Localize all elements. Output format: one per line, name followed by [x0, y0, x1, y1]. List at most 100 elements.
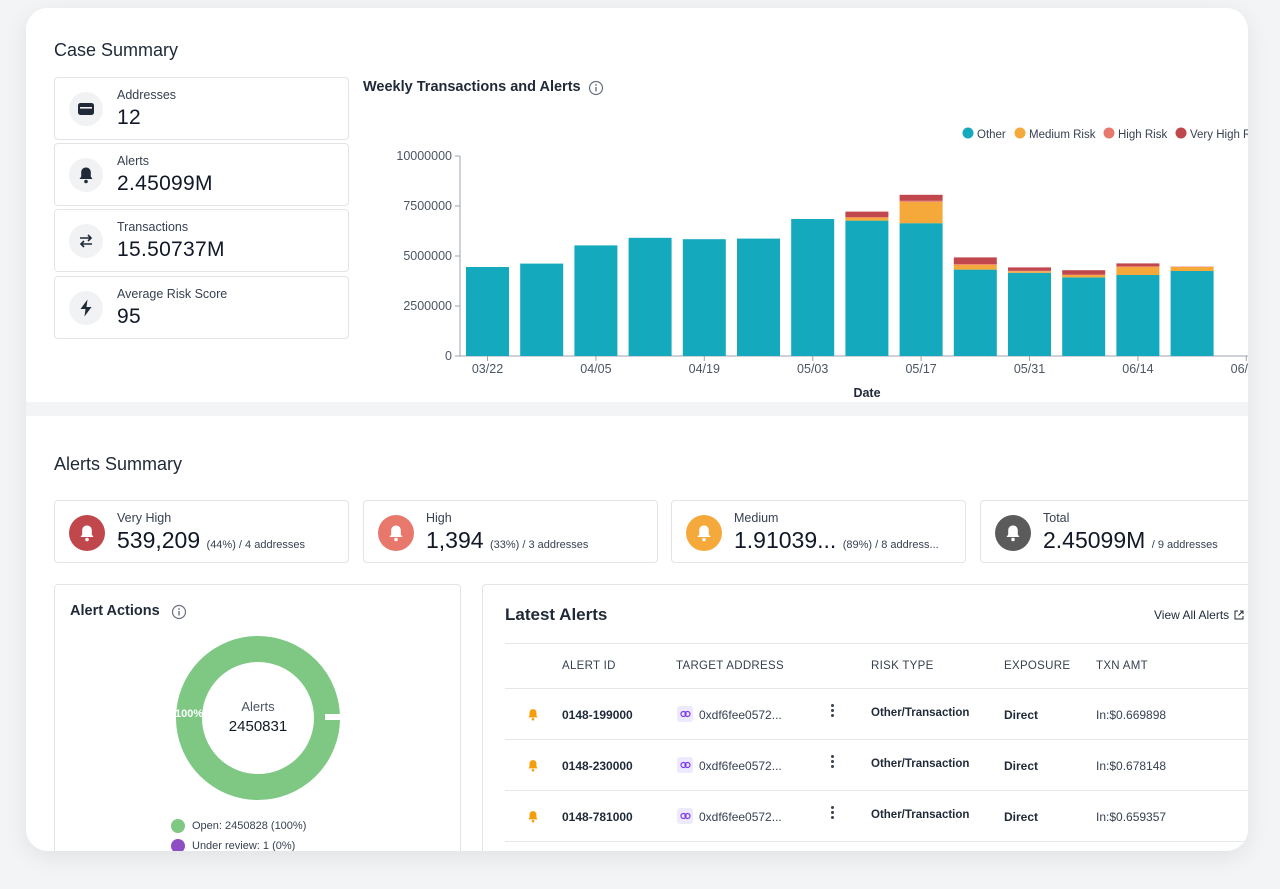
- risk-type: Other/Transaction: [871, 707, 970, 719]
- bar-other: [845, 220, 889, 356]
- alert-id[interactable]: 0148-199000: [562, 708, 633, 722]
- column-header-target-address[interactable]: TARGET ADDRESS: [676, 660, 784, 672]
- column-header-txn-amt[interactable]: TXN AMT: [1096, 660, 1148, 672]
- bar-other: [1008, 272, 1051, 356]
- table-row[interactable]: 0148-199000 0xdf6fee0572... Other/Transa…: [505, 689, 1248, 740]
- bar-medium-risk: [953, 264, 997, 270]
- legend-label: Open: 2450828 (100%): [192, 820, 307, 832]
- table-row[interactable]: 0148-781000 0xdf6fee0572... Other/Transa…: [505, 791, 1248, 842]
- link-icon: [677, 706, 693, 722]
- exposure: Direct: [1004, 759, 1039, 773]
- donut-center-label: Alerts: [241, 699, 275, 714]
- x-tick-label: 05/03: [797, 362, 828, 376]
- link-icon: [677, 808, 693, 824]
- stat-label: Addresses: [117, 88, 177, 102]
- view-all-label: View All Alerts: [1154, 608, 1230, 622]
- bar-medium-risk: [899, 201, 943, 224]
- severity-label: Total: [1043, 511, 1070, 525]
- donut-center-value: 2450831: [229, 718, 287, 735]
- severity-card-very-high: Very High 539,209 (44%) / 4 addresses: [54, 500, 349, 563]
- severity-sub: / 9 addresses: [1151, 539, 1218, 551]
- bar-other: [574, 245, 618, 356]
- stat-label: Alerts: [117, 154, 149, 168]
- y-tick-label: 7500000: [403, 199, 452, 213]
- severity-value: 1,394 (33%) / 3 addresses: [426, 527, 588, 554]
- severity-count: 1,394: [426, 527, 484, 553]
- bar-very-high-risk: [953, 257, 997, 264]
- alert-actions-panel: Alert Actions Alerts 2450831 100% Open: …: [54, 584, 461, 851]
- x-tick-label: 03/22: [472, 362, 503, 376]
- bell-icon: [528, 760, 538, 772]
- severity-value: 2.45099M / 9 addresses: [1043, 527, 1218, 554]
- more-options-icon[interactable]: [831, 806, 835, 821]
- legend-label: Medium Risk: [1029, 129, 1096, 141]
- stat-card-average-risk-score: Average Risk Score 95: [54, 276, 349, 339]
- legend-dot: [171, 839, 185, 851]
- legend-dot: [962, 127, 974, 139]
- column-header-risk-type[interactable]: RISK TYPE: [871, 660, 934, 672]
- swap-arrows-icon: [69, 224, 103, 258]
- txn-amount: In:$0.669898: [1096, 708, 1167, 722]
- severity-sub: (44%) / 4 addresses: [206, 539, 305, 551]
- stat-value: 2.45099M: [117, 172, 213, 195]
- x-tick-label: 05/17: [905, 362, 936, 376]
- severity-label: Medium: [734, 511, 779, 525]
- column-header-exposure[interactable]: EXPOSURE: [1004, 660, 1071, 672]
- severity-circle: [378, 515, 414, 551]
- bell-icon: [69, 158, 103, 192]
- bar-other: [466, 267, 509, 356]
- alerts-summary-section: Alerts Summary Very High 539,209 (44%) /…: [26, 416, 1248, 851]
- txn-amount: In:$0.659357: [1096, 810, 1167, 824]
- bar-very-high-risk: [1116, 263, 1160, 266]
- bar-other: [899, 223, 943, 356]
- severity-card-total: Total 2.45099M / 9 addresses: [980, 500, 1248, 563]
- bar-other: [953, 269, 997, 356]
- target-address[interactable]: 0xdf6fee0572...: [699, 810, 782, 824]
- bar-other: [520, 263, 564, 356]
- legend-item-under-review[interactable]: Under review: 1 (0%): [171, 839, 295, 851]
- severity-count: 539,209: [117, 527, 201, 553]
- table-row[interactable]: 0148-230000 0xdf6fee0572... Other/Transa…: [505, 740, 1248, 791]
- info-icon[interactable]: [588, 80, 604, 101]
- bar-other: [1170, 271, 1214, 356]
- exposure: Direct: [1004, 810, 1039, 824]
- alert-actions-donut: Alerts 2450831 100%: [175, 636, 347, 800]
- latest-alerts-panel: Latest Alerts View All Alerts ALERT ID T…: [482, 584, 1248, 851]
- more-options-icon[interactable]: [831, 704, 835, 719]
- external-link-icon: [1234, 610, 1244, 620]
- view-all-alerts-link[interactable]: View All Alerts: [1154, 608, 1244, 622]
- case-summary-title: Case Summary: [54, 40, 179, 60]
- bar-high-risk: [953, 264, 997, 265]
- target-address[interactable]: 0xdf6fee0572...: [699, 759, 782, 773]
- info-icon[interactable]: [171, 604, 187, 625]
- lightning-icon: [69, 291, 103, 325]
- severity-circle: [686, 515, 722, 551]
- more-options-icon[interactable]: [831, 755, 835, 770]
- bar-high-risk: [1116, 266, 1160, 267]
- bar-medium-risk: [1062, 275, 1106, 278]
- severity-card-high: High 1,394 (33%) / 3 addresses: [363, 500, 658, 563]
- bar-very-high-risk: [1062, 270, 1106, 275]
- bar-very-high-risk: [1008, 267, 1051, 271]
- bell-icon: [1006, 525, 1020, 542]
- stat-label: Average Risk Score: [117, 287, 228, 301]
- legend-label: Very High Risk: [1190, 129, 1248, 141]
- alert-id[interactable]: 0148-230000: [562, 759, 633, 773]
- bar-medium-risk: [1116, 267, 1160, 275]
- column-header-alert-id[interactable]: ALERT ID: [562, 660, 616, 672]
- severity-label: Very High: [117, 511, 172, 525]
- legend-item-open[interactable]: Open: 2450828 (100%): [171, 819, 306, 833]
- section-divider: [26, 402, 1248, 416]
- alert-actions-title: Alert Actions: [70, 603, 160, 619]
- dashboard-frame: Case Summary Addresses 12 Alerts 2.45099…: [26, 8, 1248, 851]
- alerts-summary-title: Alerts Summary: [54, 454, 183, 474]
- bar-very-high-risk: [899, 194, 943, 201]
- target-address[interactable]: 0xdf6fee0572...: [699, 708, 782, 722]
- x-tick-label: 05/31: [1014, 362, 1045, 376]
- donut-slice-label: 100%: [175, 708, 203, 720]
- bar-other: [1116, 275, 1160, 356]
- alert-id[interactable]: 0148-781000: [562, 810, 633, 824]
- stat-card-transactions: Transactions 15.50737M: [54, 209, 349, 272]
- risk-type: Other/Transaction: [871, 809, 970, 821]
- legend-dot: [1175, 127, 1187, 139]
